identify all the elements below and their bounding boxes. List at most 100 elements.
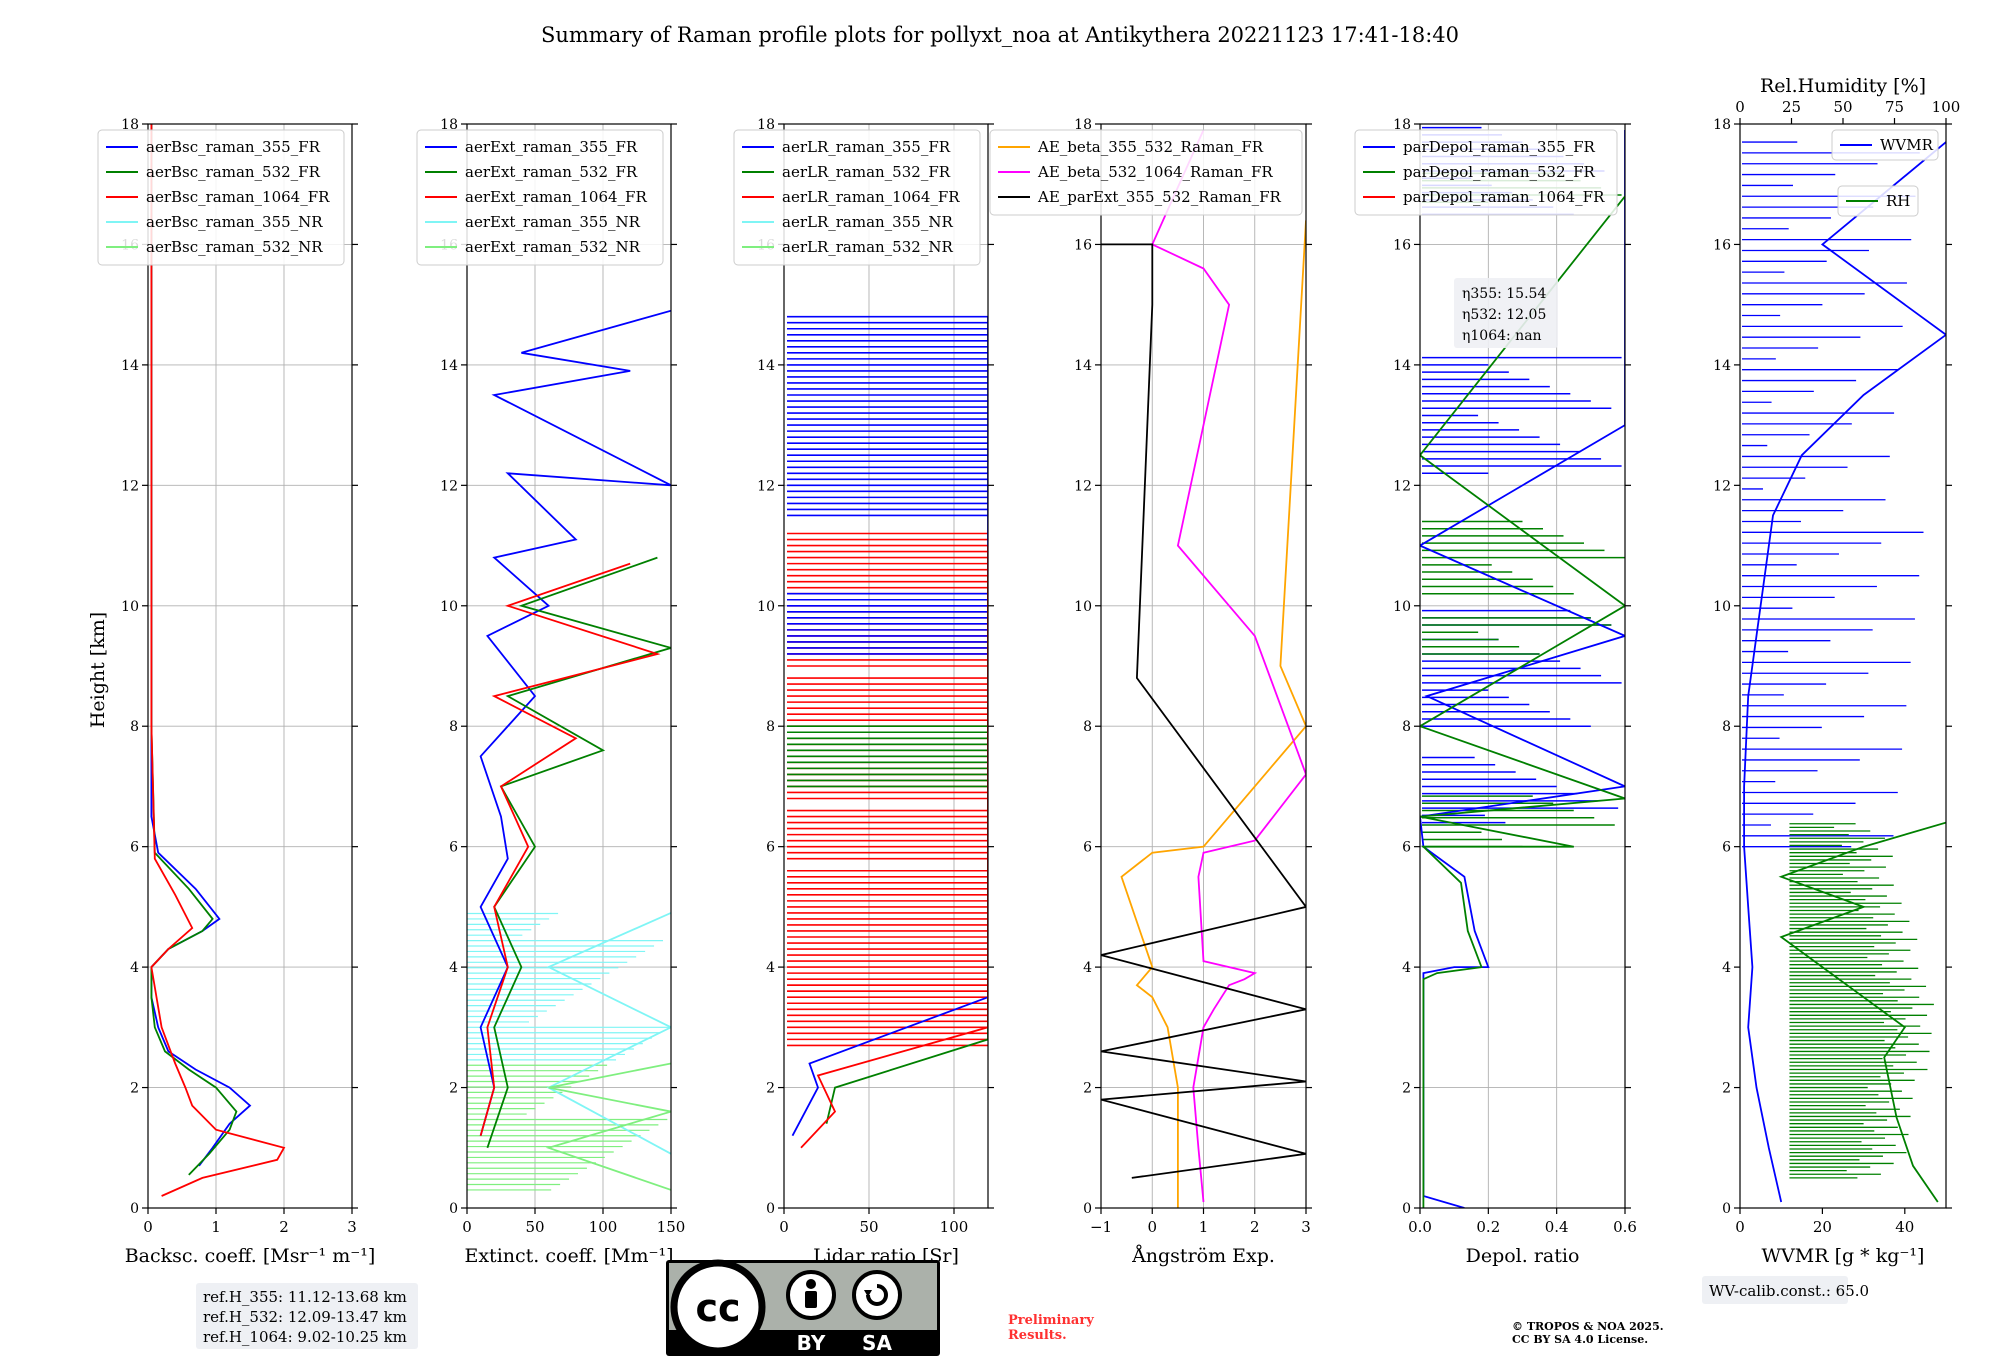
top-tick-label: 0	[1735, 98, 1745, 116]
x-tick-label: 100	[940, 1218, 969, 1236]
series-line	[545, 1062, 671, 1191]
x-axis-label: Depol. ratio	[1466, 1245, 1580, 1267]
y-tick-label: 6	[130, 840, 139, 856]
legend-label: aerLR_raman_355_FR	[782, 138, 951, 156]
series-line	[150, 124, 286, 1197]
panel-dep: 0 2 4 6 8 10 12 14 16 18 0.0 0.2 0.4 0.6 Depol. ratio p…	[1354, 117, 1637, 1267]
legend: AE_beta_355_532_Raman_FR AE_beta_532_1064…	[989, 129, 1303, 216]
legend-label: aerLR_raman_1064_FR	[782, 188, 960, 206]
y-tick-label: 6	[449, 840, 458, 856]
y-tick-label: 10	[1713, 599, 1731, 615]
y-tick-label: 8	[130, 719, 139, 735]
panel-bsc: 0246810121416180123Backsc. coeff. [Msr⁻¹…	[97, 117, 375, 1267]
y-tick-label: 8	[1722, 719, 1731, 735]
x-tick-label: 3	[347, 1218, 357, 1236]
x-tick-label: 0	[779, 1218, 789, 1236]
x-tick-label: 1	[1199, 1218, 1209, 1236]
legend: WVMR RH	[1831, 129, 1939, 217]
cc-circle-icon	[670, 1259, 766, 1355]
y-tick-label: 0	[1083, 1201, 1092, 1217]
ref-height-label: ref.H_532: 12.09-13.47 km	[203, 1308, 407, 1326]
legend-box	[733, 129, 981, 266]
panel-lr: 024681012141618050100Lidar ratio [Sr]aer…	[733, 117, 994, 1267]
eta-box: η355: 15.54 η532: 12.05 η1064: nan	[1454, 278, 1558, 348]
axes-frame	[147, 123, 353, 1209]
y-tick-label: 4	[1402, 960, 1411, 976]
legend-label: aerBsc_raman_355_FR	[146, 138, 321, 156]
y-tick-label: 16	[1393, 237, 1411, 253]
legend-label: aerLR_raman_355_NR	[782, 213, 953, 231]
legend-label: aerLR_raman_532_FR	[782, 163, 951, 181]
legend-label: aerBsc_raman_355_NR	[146, 213, 323, 231]
preliminary-label: Preliminary	[1008, 1313, 1094, 1328]
top-tick-label: 50	[1833, 98, 1852, 116]
wv-calib-box: WV-calib.const.: 65.0	[1702, 1276, 1869, 1304]
top-axis-label: Rel.Humidity [%]	[1760, 75, 1926, 97]
y-tick-label: 4	[766, 960, 775, 976]
x-tick-label: 0	[462, 1218, 472, 1236]
y-tick-label: 4	[1722, 960, 1731, 976]
by-person-body	[805, 1291, 817, 1308]
legend-box	[989, 129, 1303, 216]
y-tick-label: 14	[440, 358, 458, 374]
y-tick-label: 4	[130, 960, 139, 976]
legend-label: aerExt_raman_355_NR	[465, 213, 641, 231]
x-tick-label: 100	[589, 1218, 618, 1236]
x-axis-label: Ångström Exp.	[1131, 1245, 1275, 1267]
y-tick-label: 18	[1393, 117, 1411, 133]
series-group	[791, 316, 988, 1149]
legend-label: RH	[1886, 192, 1910, 210]
y-tick-label: 14	[757, 358, 775, 374]
y-tick-label: 2	[1402, 1081, 1411, 1097]
series-line	[479, 562, 661, 1136]
series-line	[150, 124, 238, 1176]
series-line	[1101, 243, 1306, 1179]
cc-logo-text: cc	[695, 1286, 740, 1330]
y-tick-label: 18	[1074, 117, 1092, 133]
y-tick-label: 6	[1083, 840, 1092, 856]
nr-hatching	[467, 912, 670, 1191]
y-tick-label: 18	[1713, 117, 1731, 133]
legend-box	[1354, 129, 1618, 216]
y-tick-label: 0	[1402, 1201, 1411, 1217]
series-line	[1120, 220, 1306, 1208]
series-group	[1743, 141, 1946, 1203]
legend: aerLR_raman_355_FR aerLR_raman_532_FR aerL…	[733, 129, 981, 266]
y-tick-label: 18	[440, 117, 458, 133]
series-line	[800, 545, 988, 1149]
copyright-label: CC BY SA 4.0 License.	[1512, 1333, 1648, 1346]
legend-label: parDepol_raman_355_FR	[1403, 138, 1596, 156]
lr-spikes	[787, 315, 988, 1047]
y-tick-label: 0	[449, 1201, 458, 1217]
legend-label: AE_beta_355_532_Raman_FR	[1037, 138, 1264, 156]
legend-label: aerExt_raman_355_FR	[465, 138, 638, 156]
axes-frame	[466, 123, 672, 1209]
x-tick-label: 50	[859, 1218, 878, 1236]
series-group	[1420, 130, 1625, 1208]
y-tick-label: 12	[1393, 478, 1411, 494]
x-tick-label: 0.2	[1476, 1218, 1500, 1236]
eta-label: η532: 12.05	[1462, 307, 1546, 323]
y-tick-label: 12	[121, 478, 139, 494]
x-axis-label: Extinct. coeff. [Mm⁻¹]	[464, 1245, 673, 1267]
y-tick-label: 12	[440, 478, 458, 494]
sa-arrow-head-icon	[864, 1290, 872, 1297]
legend: aerExt_raman_355_FR aerExt_raman_532_FRae…	[416, 129, 664, 266]
y-tick-label: 0	[1722, 1201, 1731, 1217]
eta-label: η355: 15.54	[1462, 286, 1546, 302]
x-tick-label: 40	[1895, 1218, 1914, 1236]
y-tick-label: 12	[757, 478, 775, 494]
top-tick-label: 100	[1932, 98, 1961, 116]
y-tick-label: 2	[1722, 1081, 1731, 1097]
series-line	[1420, 195, 1625, 1208]
license-badge: cc BY SA	[666, 1259, 940, 1356]
preliminary-label: Results.	[1008, 1328, 1067, 1343]
y-tick-label: 4	[1083, 960, 1092, 976]
legend-label: aerLR_raman_532_NR	[782, 238, 953, 256]
series-line	[791, 316, 988, 1137]
legend-box	[97, 129, 345, 266]
axes-frame	[783, 123, 989, 1209]
legend-label: aerBsc_raman_532_NR	[146, 238, 323, 256]
